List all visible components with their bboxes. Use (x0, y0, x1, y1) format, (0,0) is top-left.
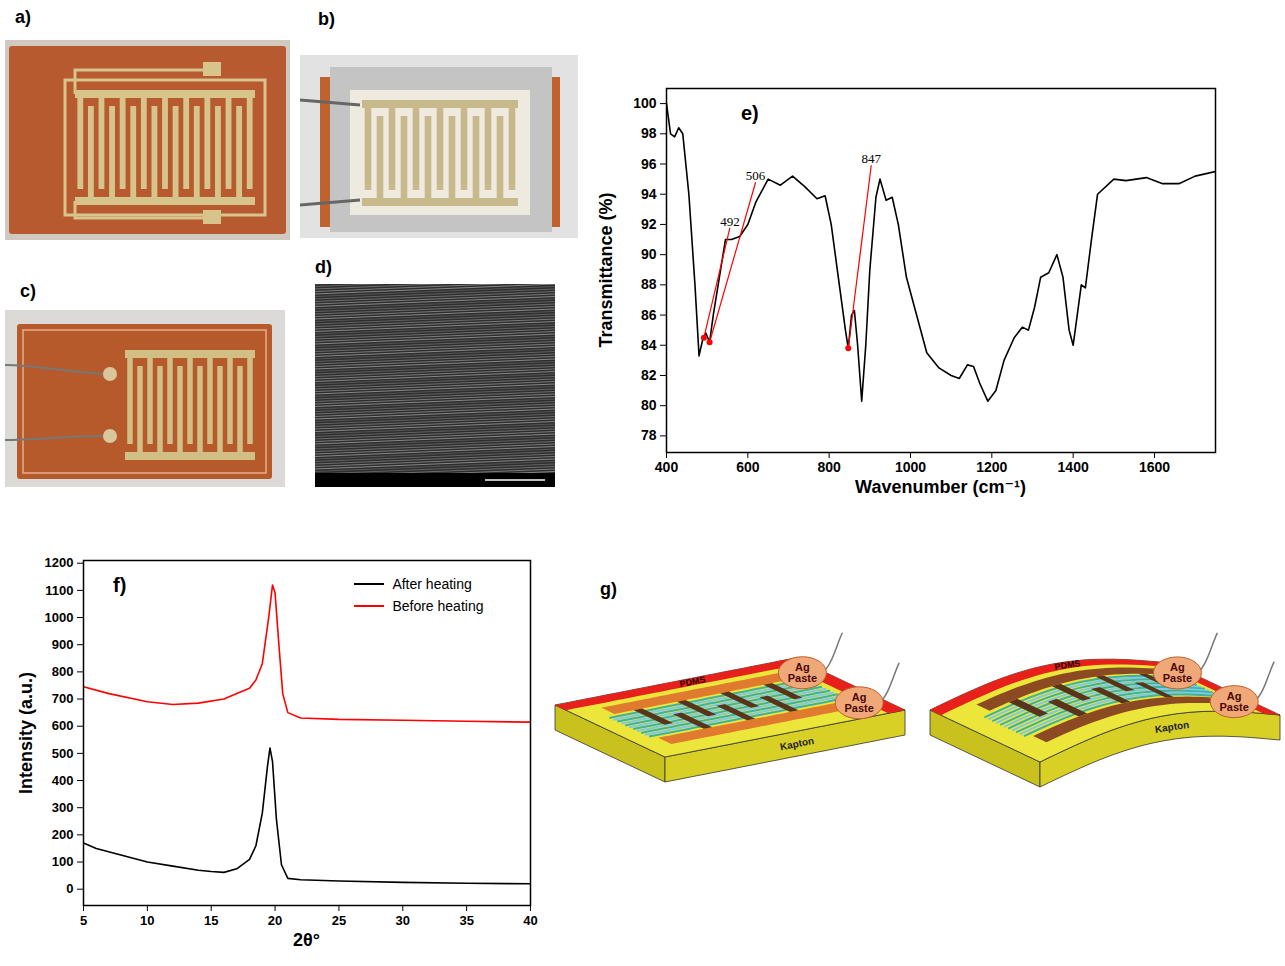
svg-text:35: 35 (459, 913, 473, 928)
svg-text:78: 78 (641, 427, 657, 443)
html-text:g): g) (600, 579, 617, 599)
svg-text:94: 94 (641, 186, 657, 202)
svg-text:1400: 1400 (1058, 459, 1089, 475)
svg-text:82: 82 (641, 367, 657, 383)
svg-text:Kapton: Kapton (1154, 719, 1190, 735)
svg-text:15: 15 (204, 913, 218, 928)
svg-text:200: 200 (52, 827, 74, 842)
svg-text:100: 100 (633, 95, 657, 111)
svg-text:88: 88 (641, 276, 657, 292)
svg-text:25: 25 (332, 913, 346, 928)
svg-text:1000: 1000 (45, 610, 74, 625)
html-text:Intensity (a.u.): Intensity (a.u.) (16, 671, 37, 794)
svg-text:40: 40 (523, 913, 537, 928)
svg-text:30: 30 (396, 913, 410, 928)
html-text:After heating: After heating (392, 575, 472, 592)
svg-text:800: 800 (817, 459, 841, 475)
svg-text:AgPaste: AgPaste (1163, 661, 1192, 684)
html-text:b): b) (318, 9, 335, 29)
svg-text:492: 492 (720, 214, 740, 229)
svg-text:PDMS: PDMS (1054, 658, 1081, 672)
svg-text:300: 300 (52, 800, 74, 815)
svg-text:600: 600 (52, 718, 74, 733)
html-text:f): f) (113, 574, 127, 596)
svg-text:20: 20 (268, 913, 282, 928)
html-text:2θ°: 2θ° (293, 930, 320, 950)
html-text:d): d) (315, 257, 332, 277)
svg-text:0: 0 (66, 881, 73, 896)
svg-text:5: 5 (80, 913, 87, 928)
svg-text:600: 600 (736, 459, 760, 475)
svg-text:100: 100 (52, 854, 74, 869)
svg-text:1100: 1100 (45, 583, 73, 598)
svg-text:700: 700 (52, 691, 74, 706)
svg-text:506: 506 (746, 168, 766, 183)
svg-text:900: 900 (52, 637, 74, 652)
svg-text:400: 400 (655, 459, 679, 475)
svg-text:96: 96 (641, 155, 657, 171)
html-text:Wavenumber (cm⁻¹): Wavenumber (cm⁻¹) (855, 477, 1026, 497)
svg-text:1000: 1000 (895, 459, 926, 475)
svg-text:AgPaste: AgPaste (845, 691, 874, 714)
html-text:a): a) (15, 7, 31, 27)
svg-text:400: 400 (52, 773, 74, 788)
svg-text:800: 800 (52, 664, 74, 679)
html-text:c): c) (20, 281, 36, 301)
html-text:Transmittance (%): Transmittance (%) (596, 192, 617, 348)
svg-text:90: 90 (641, 246, 657, 262)
svg-text:86: 86 (641, 307, 657, 323)
svg-text:AgPaste: AgPaste (1220, 690, 1249, 713)
html-text:Before heating: Before heating (392, 597, 484, 614)
svg-text:98: 98 (641, 125, 657, 141)
svg-text:PDMS: PDMS (679, 674, 706, 689)
svg-text:1600: 1600 (1139, 459, 1170, 475)
svg-text:80: 80 (641, 397, 657, 413)
svg-text:84: 84 (641, 337, 657, 353)
svg-text:10: 10 (140, 913, 154, 928)
html-text:e): e) (741, 102, 759, 124)
svg-text:500: 500 (52, 746, 74, 761)
svg-text:AgPaste: AgPaste (788, 661, 817, 684)
svg-text:Kapton: Kapton (779, 735, 815, 752)
svg-text:847: 847 (862, 151, 882, 166)
svg-text:1200: 1200 (976, 459, 1007, 475)
svg-text:1200: 1200 (45, 555, 74, 570)
svg-text:92: 92 (641, 216, 657, 232)
